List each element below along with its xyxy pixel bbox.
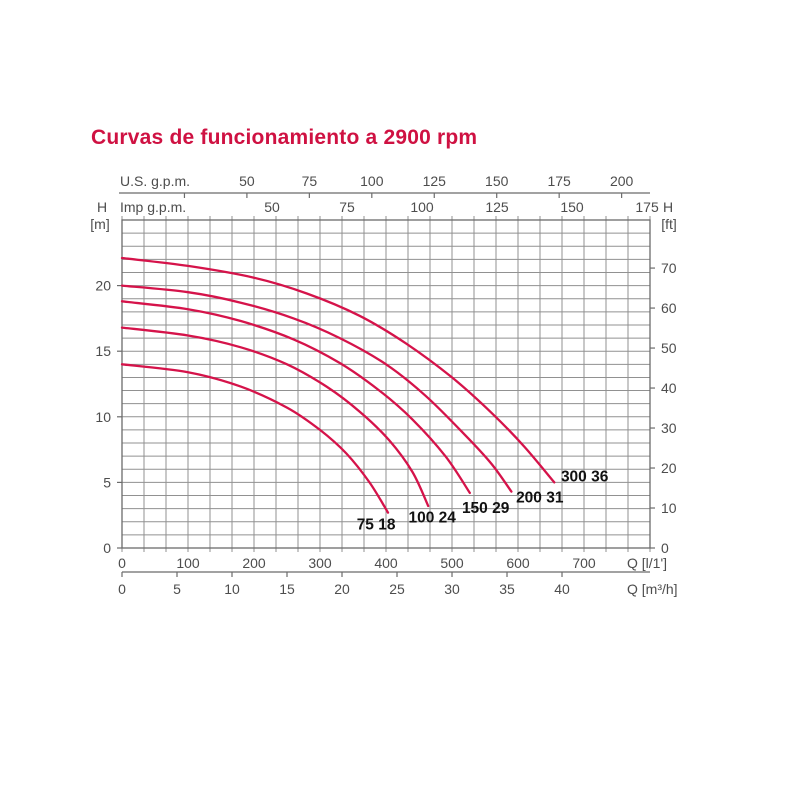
pump-curve-300-36	[120, 256, 556, 484]
left-axis-unit-m: [m]	[90, 216, 109, 232]
right-axis-unit-ft: [ft]	[661, 216, 677, 232]
right-axis-tick-label: 10	[661, 500, 677, 516]
m3h-tick-label: 30	[444, 581, 460, 597]
us-gpm-tick-label: 150	[485, 173, 509, 189]
lpm-tick-label: 0	[118, 555, 126, 571]
lpm-tick-label: 200	[242, 555, 266, 571]
left-axis-tick-label: 10	[95, 409, 111, 425]
left-axis-tick-label: 5	[103, 474, 111, 490]
lpm-tick-label: 100	[176, 555, 200, 571]
right-axis-tick-label: 0	[661, 540, 669, 556]
us-gpm-axis-title: U.S. g.p.m.	[120, 173, 190, 189]
pump-curve-150-29	[120, 300, 471, 495]
left-axis-tick-label: 0	[103, 540, 111, 556]
lpm-tick-label: 600	[506, 555, 530, 571]
left-axis-title-h: H	[97, 199, 107, 215]
imp-gpm-tick-label: 125	[485, 199, 509, 215]
lpm-tick-label: 500	[440, 555, 464, 571]
m3h-tick-label: 0	[118, 581, 126, 597]
plot-border	[121, 219, 651, 549]
us-gpm-tick-label: 200	[610, 173, 634, 189]
right-axis-tick-label: 30	[661, 420, 677, 436]
curve-label-75-18: 75 18	[357, 517, 396, 534]
chart-title: Curvas de funcionamiento a 2900 rpm	[91, 126, 478, 149]
imp-gpm-tick-label: 150	[560, 199, 584, 215]
lpm-tick-label: 300	[308, 555, 332, 571]
pump-curve-200-31	[120, 284, 513, 493]
imp-gpm-axis-title: Imp g.p.m.	[120, 199, 186, 215]
pump-curve-100-24	[120, 326, 430, 508]
imp-gpm-tick-label: 175	[635, 199, 659, 215]
curve-label-100-24: 100 24	[408, 509, 456, 526]
left-axis-tick-label: 15	[95, 343, 111, 359]
lpm-tick-label: 400	[374, 555, 398, 571]
m3h-tick-label: 25	[389, 581, 405, 597]
right-axis-title-h: H	[663, 199, 673, 215]
us-gpm-tick-label: 125	[423, 173, 447, 189]
m3h-tick-label: 35	[499, 581, 515, 597]
pump-curve-75-18	[120, 363, 390, 514]
right-axis-tick-label: 50	[661, 340, 677, 356]
curve-label-200-31: 200 31	[516, 490, 564, 507]
m3h-tick-label: 20	[334, 581, 350, 597]
right-axis-tick-label: 40	[661, 380, 677, 396]
us-gpm-tick-label: 175	[547, 173, 571, 189]
us-gpm-tick-label: 75	[302, 173, 318, 189]
lpm-axis-title: Q [l/1']	[627, 555, 667, 571]
curve-label-150-29: 150 29	[462, 500, 510, 517]
imp-gpm-tick-label: 100	[410, 199, 434, 215]
m3h-tick-label: 10	[224, 581, 240, 597]
left-axis-tick-label: 20	[95, 278, 111, 294]
m3h-axis-title: Q [m³/h]	[627, 581, 678, 597]
m3h-tick-label: 15	[279, 581, 295, 597]
us-gpm-tick-label: 50	[239, 173, 255, 189]
right-axis-tick-label: 20	[661, 460, 677, 476]
curve-label-300-36: 300 36	[561, 469, 609, 486]
us-gpm-tick-label: 100	[360, 173, 384, 189]
m3h-tick-label: 40	[554, 581, 570, 597]
imp-gpm-tick-label: 50	[264, 199, 280, 215]
right-axis-tick-label: 70	[661, 260, 677, 276]
lpm-tick-label: 700	[572, 555, 596, 571]
imp-gpm-tick-label: 75	[339, 199, 355, 215]
right-axis-tick-label: 60	[661, 300, 677, 316]
m3h-tick-label: 5	[173, 581, 181, 597]
